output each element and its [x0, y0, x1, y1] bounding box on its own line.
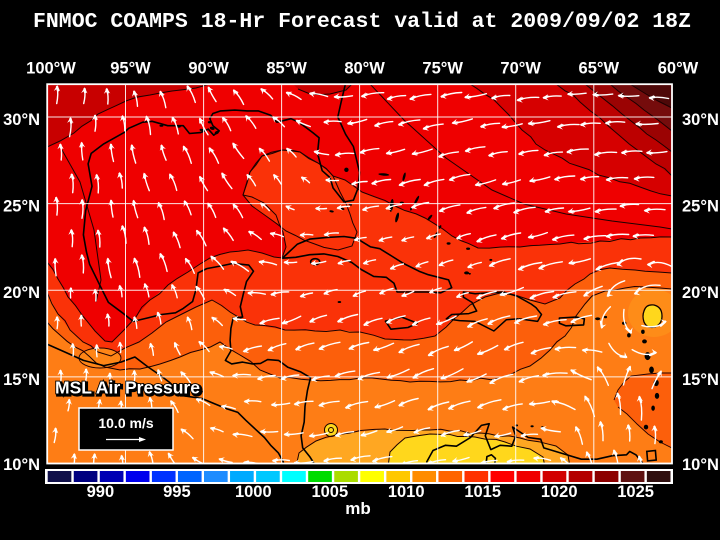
svg-text:75°W: 75°W: [422, 60, 463, 78]
svg-text:MSL Air Pressure: MSL Air Pressure: [55, 378, 200, 398]
svg-text:20°N: 20°N: [682, 284, 719, 302]
svg-text:10°N: 10°N: [682, 456, 719, 474]
svg-text:1015: 1015: [464, 483, 501, 501]
svg-text:1025: 1025: [617, 483, 654, 501]
svg-text:70°W: 70°W: [500, 60, 541, 78]
svg-text:15°N: 15°N: [3, 371, 40, 389]
svg-text:1020: 1020: [541, 483, 578, 501]
svg-text:1005: 1005: [311, 483, 348, 501]
svg-text:FNMOC COAMPS 18-Hr Forecast va: FNMOC COAMPS 18-Hr Forecast valid at 200…: [33, 10, 691, 34]
svg-text:15°N: 15°N: [682, 371, 719, 389]
svg-text:30°N: 30°N: [3, 111, 40, 129]
svg-text:25°N: 25°N: [682, 198, 719, 216]
svg-text:1010: 1010: [388, 483, 425, 501]
svg-text:990: 990: [87, 483, 115, 501]
svg-text:20°N: 20°N: [3, 284, 40, 302]
svg-text:995: 995: [163, 483, 191, 501]
svg-text:100°W: 100°W: [26, 60, 76, 78]
svg-text:1000: 1000: [235, 483, 272, 501]
svg-text:60°W: 60°W: [658, 60, 699, 78]
svg-text:90°W: 90°W: [188, 60, 229, 78]
svg-text:65°W: 65°W: [579, 60, 620, 78]
svg-text:MSL Air Pressure: MSL Air Pressure: [57, 379, 202, 399]
svg-text:10.0 m/s: 10.0 m/s: [98, 415, 153, 431]
svg-text:80°W: 80°W: [344, 60, 385, 78]
svg-text:95°W: 95°W: [110, 60, 151, 78]
svg-text:mb: mb: [345, 499, 371, 518]
svg-text:10°N: 10°N: [3, 456, 40, 474]
svg-text:25°N: 25°N: [3, 198, 40, 216]
svg-text:30°N: 30°N: [682, 111, 719, 129]
svg-text:85°W: 85°W: [266, 60, 307, 78]
